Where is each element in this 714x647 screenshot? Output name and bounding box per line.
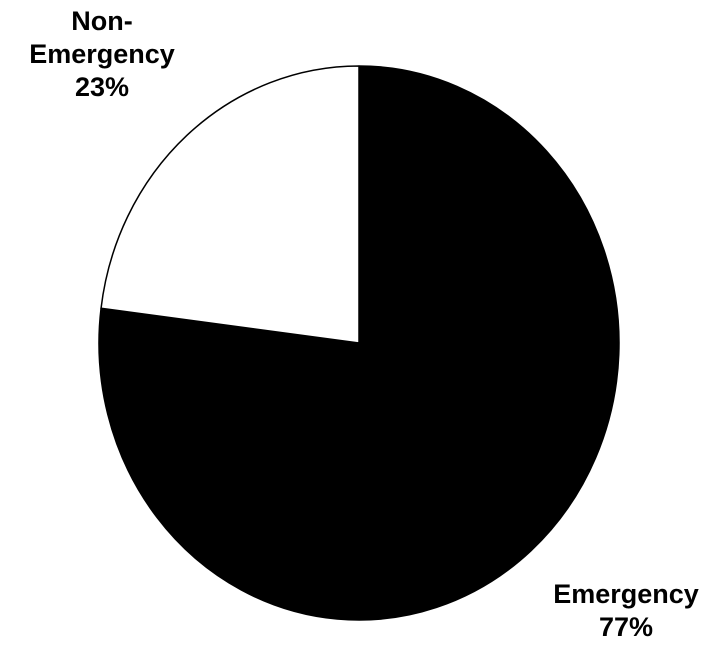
- slice-label-emergency-value: 77%: [598, 612, 654, 642]
- slice-label-non-emergency-line1: Non-: [71, 6, 133, 36]
- pie-slices: [98, 65, 620, 621]
- slice-label-non-emergency-line2: Emergency: [29, 39, 175, 69]
- slice-label-non-emergency: Non- Emergency 23%: [22, 5, 182, 104]
- slice-label-emergency: Emergency 77%: [536, 578, 714, 644]
- slice-label-emergency-name: Emergency: [553, 579, 699, 609]
- slice-label-non-emergency-value: 23%: [74, 72, 130, 102]
- pie-slice-non-emergency: [100, 65, 360, 344]
